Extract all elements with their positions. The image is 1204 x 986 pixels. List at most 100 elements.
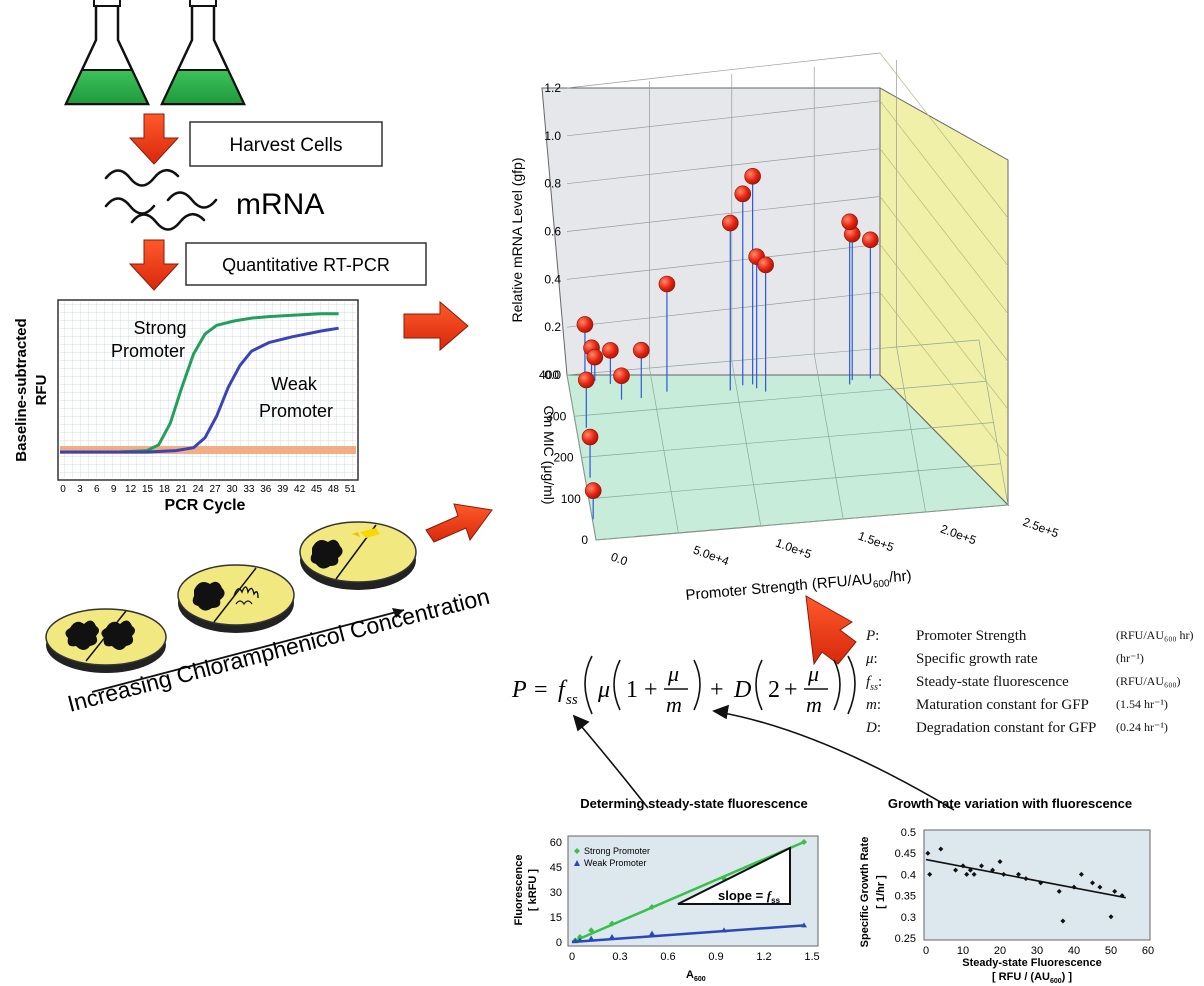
floor-gridline: [588, 463, 1001, 500]
legend-symbol: D:: [866, 720, 882, 736]
pcr-xtick: 18: [159, 484, 171, 495]
growth-point: [979, 863, 984, 869]
weak-promoter-label-2: Promoter: [259, 401, 333, 421]
growth-ytick: 0.25: [895, 933, 916, 945]
legend-description: Specific growth rate: [916, 651, 1038, 667]
growth-point: [1056, 888, 1062, 894]
pcr-xtick: 42: [294, 484, 306, 495]
data-point-ball: [602, 342, 619, 359]
pcr-ylabel-2: RFU: [33, 375, 50, 406]
growth-xtick: 60: [1142, 945, 1154, 957]
down-arrow-icon-2: [128, 239, 180, 291]
wall-gridline: [566, 291, 881, 328]
growth-title: Growth rate variation with fluorescence: [888, 796, 1132, 811]
fluorescence-plot: Determing steady-state fluorescence 0 0.3…: [513, 796, 820, 983]
data-point-ball: [632, 341, 650, 359]
growth-ytick: 0.35: [895, 891, 916, 903]
pcr-baseline-band: [60, 446, 356, 454]
formula-mu: μ: [597, 677, 610, 703]
fluor-ytick: 15: [550, 912, 562, 924]
wall-gridline: [566, 148, 881, 185]
petri-plate-2: [177, 564, 295, 633]
pcr-xtick: 24: [193, 484, 205, 495]
pcr-xtick: 12: [125, 484, 137, 495]
growth-point: [967, 867, 973, 873]
y-tick-label: 0.0: [544, 368, 561, 382]
legend-symbol: m:: [866, 697, 882, 713]
pcr-xtick: 30: [226, 484, 238, 495]
growth-ytick: 0.4: [901, 869, 916, 881]
plot3d-zlabel: Cm MIC (μg/ml): [541, 405, 557, 504]
fluor-xtick: 0.9: [708, 951, 723, 963]
harvest-cells-label: Harvest Cells: [230, 135, 343, 156]
fluor-point-strong: [609, 920, 615, 927]
formula-plus-3: +: [784, 677, 798, 703]
formula-f: f: [558, 677, 568, 703]
growth-xtick: 30: [1031, 945, 1043, 957]
fluor-point-weak: [649, 930, 655, 936]
right-arrow-icon-1: [403, 300, 469, 352]
fluor-ytick: 60: [550, 837, 562, 849]
growth-point: [1001, 871, 1007, 877]
mrna-label: mRNA: [236, 188, 324, 221]
data-point-ball: [578, 371, 595, 389]
z-tick-label: 200: [553, 451, 573, 465]
legend-unit: (RFU/AU₆₀₀): [1116, 674, 1181, 688]
formula-mu-num-2: μ: [807, 661, 819, 686]
fluor-ylabel-2: [ kRFU ]: [527, 869, 539, 912]
harvest-cells-box: Harvest Cells: [189, 121, 383, 167]
growth-point: [953, 867, 959, 873]
growth-point: [1071, 884, 1077, 890]
fluor-xtick: 1.2: [756, 951, 771, 963]
y-tick-label: 0.8: [544, 177, 561, 191]
weak-promoter-label-1: Weak: [271, 374, 318, 394]
pcr-xtick: 15: [142, 484, 154, 495]
growth-point: [997, 859, 1003, 865]
data-point-ball: [841, 213, 858, 231]
right-arrow-icon-2: [425, 503, 493, 543]
formula-D: D: [733, 677, 751, 703]
data-point-ball: [734, 185, 752, 203]
formula-P: P: [511, 677, 527, 703]
fluor-xtick: 0.3: [612, 951, 627, 963]
z-tick-label: 300: [546, 409, 566, 423]
legend-description: Degradation constant for GFP: [916, 720, 1097, 736]
pcr-xtick: 39: [277, 484, 289, 495]
slope-label: slope = fss: [718, 888, 781, 905]
growth-xlabel-2: [ RFU / (AU600) ]: [992, 971, 1072, 985]
legend-unit: (0.24 hr⁻¹): [1116, 720, 1168, 734]
growth-point: [1078, 871, 1084, 877]
growth-ytick: 0.45: [895, 848, 916, 860]
data-point-ball: [862, 231, 879, 249]
growth-point: [1108, 914, 1114, 920]
formula-f-sub: ss: [566, 692, 578, 708]
data-point-ball: [576, 316, 594, 333]
data-point-ball: [586, 348, 604, 366]
rtpcr-box: Quantitative RT-PCR: [185, 242, 427, 286]
growth-ytick: 0.5: [901, 827, 916, 839]
promoter-strength-formula: P = f ss μ 1 + μ m + D 2 + μ m: [511, 655, 856, 717]
growth-point: [938, 846, 944, 852]
fluor-legend: Strong Promoter Weak Promoter: [574, 846, 650, 868]
fluor-xtick: 0.6: [660, 951, 675, 963]
legend-description: Maturation constant for GFP: [916, 697, 1089, 713]
rtpcr-label: Quantitative RT-PCR: [222, 255, 390, 275]
legend-unit: (RFU/AU₆₀₀ hr): [1116, 628, 1194, 642]
legend-weak: Weak Promoter: [584, 858, 646, 868]
data-point-ball: [584, 482, 602, 499]
x-tick-label: 0.0: [609, 550, 630, 569]
wall-gridline: [566, 243, 881, 280]
pcr-ylabel-1: Baseline-subtracted: [13, 318, 30, 461]
y-tick-label: 0.6: [544, 225, 561, 239]
growth-point: [1038, 880, 1044, 886]
fluor-ylabel-1: Fluorescence: [513, 855, 525, 926]
x-tick-label: 2.0e+5: [939, 522, 979, 548]
side-gridline: [879, 100, 1009, 267]
fluor-point-weak: [588, 935, 595, 941]
growth-point: [927, 871, 933, 877]
growth-rate-plot: Growth rate variation with fluorescence …: [859, 796, 1154, 985]
y-tick-label: 0.4: [544, 272, 561, 286]
legend-description: Steady-state fluorescence: [916, 674, 1069, 690]
x-tick-label: 5.0e+4: [691, 543, 731, 569]
fluor-point-strong: [801, 839, 807, 845]
